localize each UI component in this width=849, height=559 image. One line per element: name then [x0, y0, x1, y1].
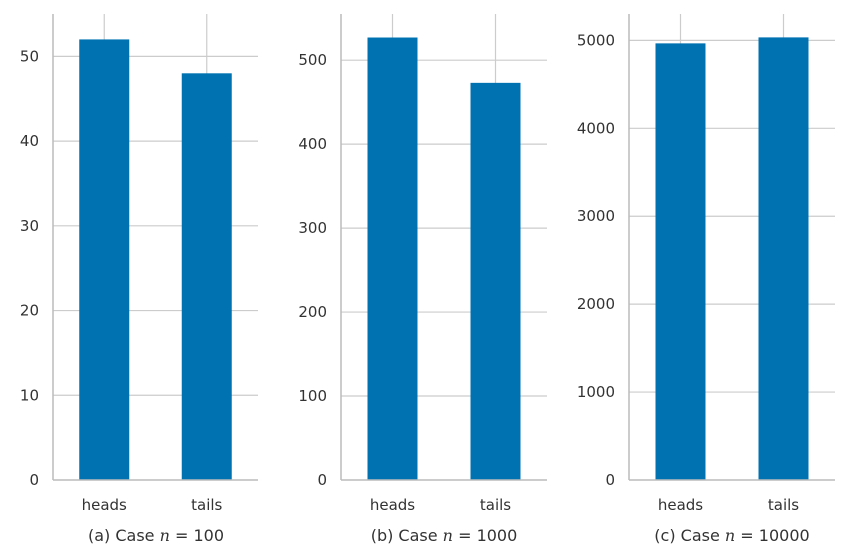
y-tick-label-c-3000: 3000: [577, 207, 615, 225]
y-tick-label-a-30: 30: [20, 217, 39, 235]
subplot-a: 0 10 20 30 40 50 heads tails (a) Case n = 100: [20, 14, 258, 545]
y-tick-label-a-40: 40: [20, 132, 39, 150]
y-tick-label-a-0: 0: [29, 471, 39, 489]
bar-c-heads: [655, 43, 706, 480]
y-tick-label-c-4000: 4000: [577, 119, 615, 137]
bar-b-tails: [470, 82, 521, 480]
y-tick-label-a-50: 50: [20, 47, 39, 65]
x-tick-label-b-tails: tails: [480, 496, 511, 514]
x-tick-label-c-heads: heads: [658, 496, 703, 514]
y-tick-label-c-5000: 5000: [577, 31, 615, 49]
y-tick-label-b-500: 500: [298, 51, 327, 69]
subplot-c: 0 1000 2000 3000 4000 5000 heads tails (c) Case …: [577, 14, 835, 545]
y-tick-label-a-10: 10: [20, 386, 39, 404]
bar-a-heads: [79, 39, 130, 480]
subplot-b: 0 100 200 300 400 500 heads tails (b) Case n = 1…: [298, 14, 547, 545]
bar-b-heads: [367, 37, 418, 480]
x-tick-label-a-heads: heads: [82, 496, 127, 514]
caption-a: (a) Case n = 100: [88, 526, 224, 545]
x-tick-label-c-tails: tails: [768, 496, 799, 514]
y-tick-label-b-300: 300: [298, 219, 327, 237]
x-tick-label-a-tails: tails: [191, 496, 222, 514]
y-tick-label-b-400: 400: [298, 135, 327, 153]
caption-c: (c) Case n = 10000: [654, 526, 809, 545]
y-tick-label-c-2000: 2000: [577, 295, 615, 313]
y-tick-label-c-1000: 1000: [577, 383, 615, 401]
bar-a-tails: [181, 73, 232, 481]
y-tick-label-b-200: 200: [298, 303, 327, 321]
y-tick-label-a-20: 20: [20, 302, 39, 320]
x-tick-label-b-heads: heads: [370, 496, 415, 514]
y-tick-label-b-0: 0: [317, 471, 327, 489]
y-tick-label-b-100: 100: [298, 387, 327, 405]
bar-c-tails: [758, 37, 809, 480]
y-tick-label-c-0: 0: [605, 471, 615, 489]
caption-b: (b) Case n = 1000: [371, 526, 518, 545]
